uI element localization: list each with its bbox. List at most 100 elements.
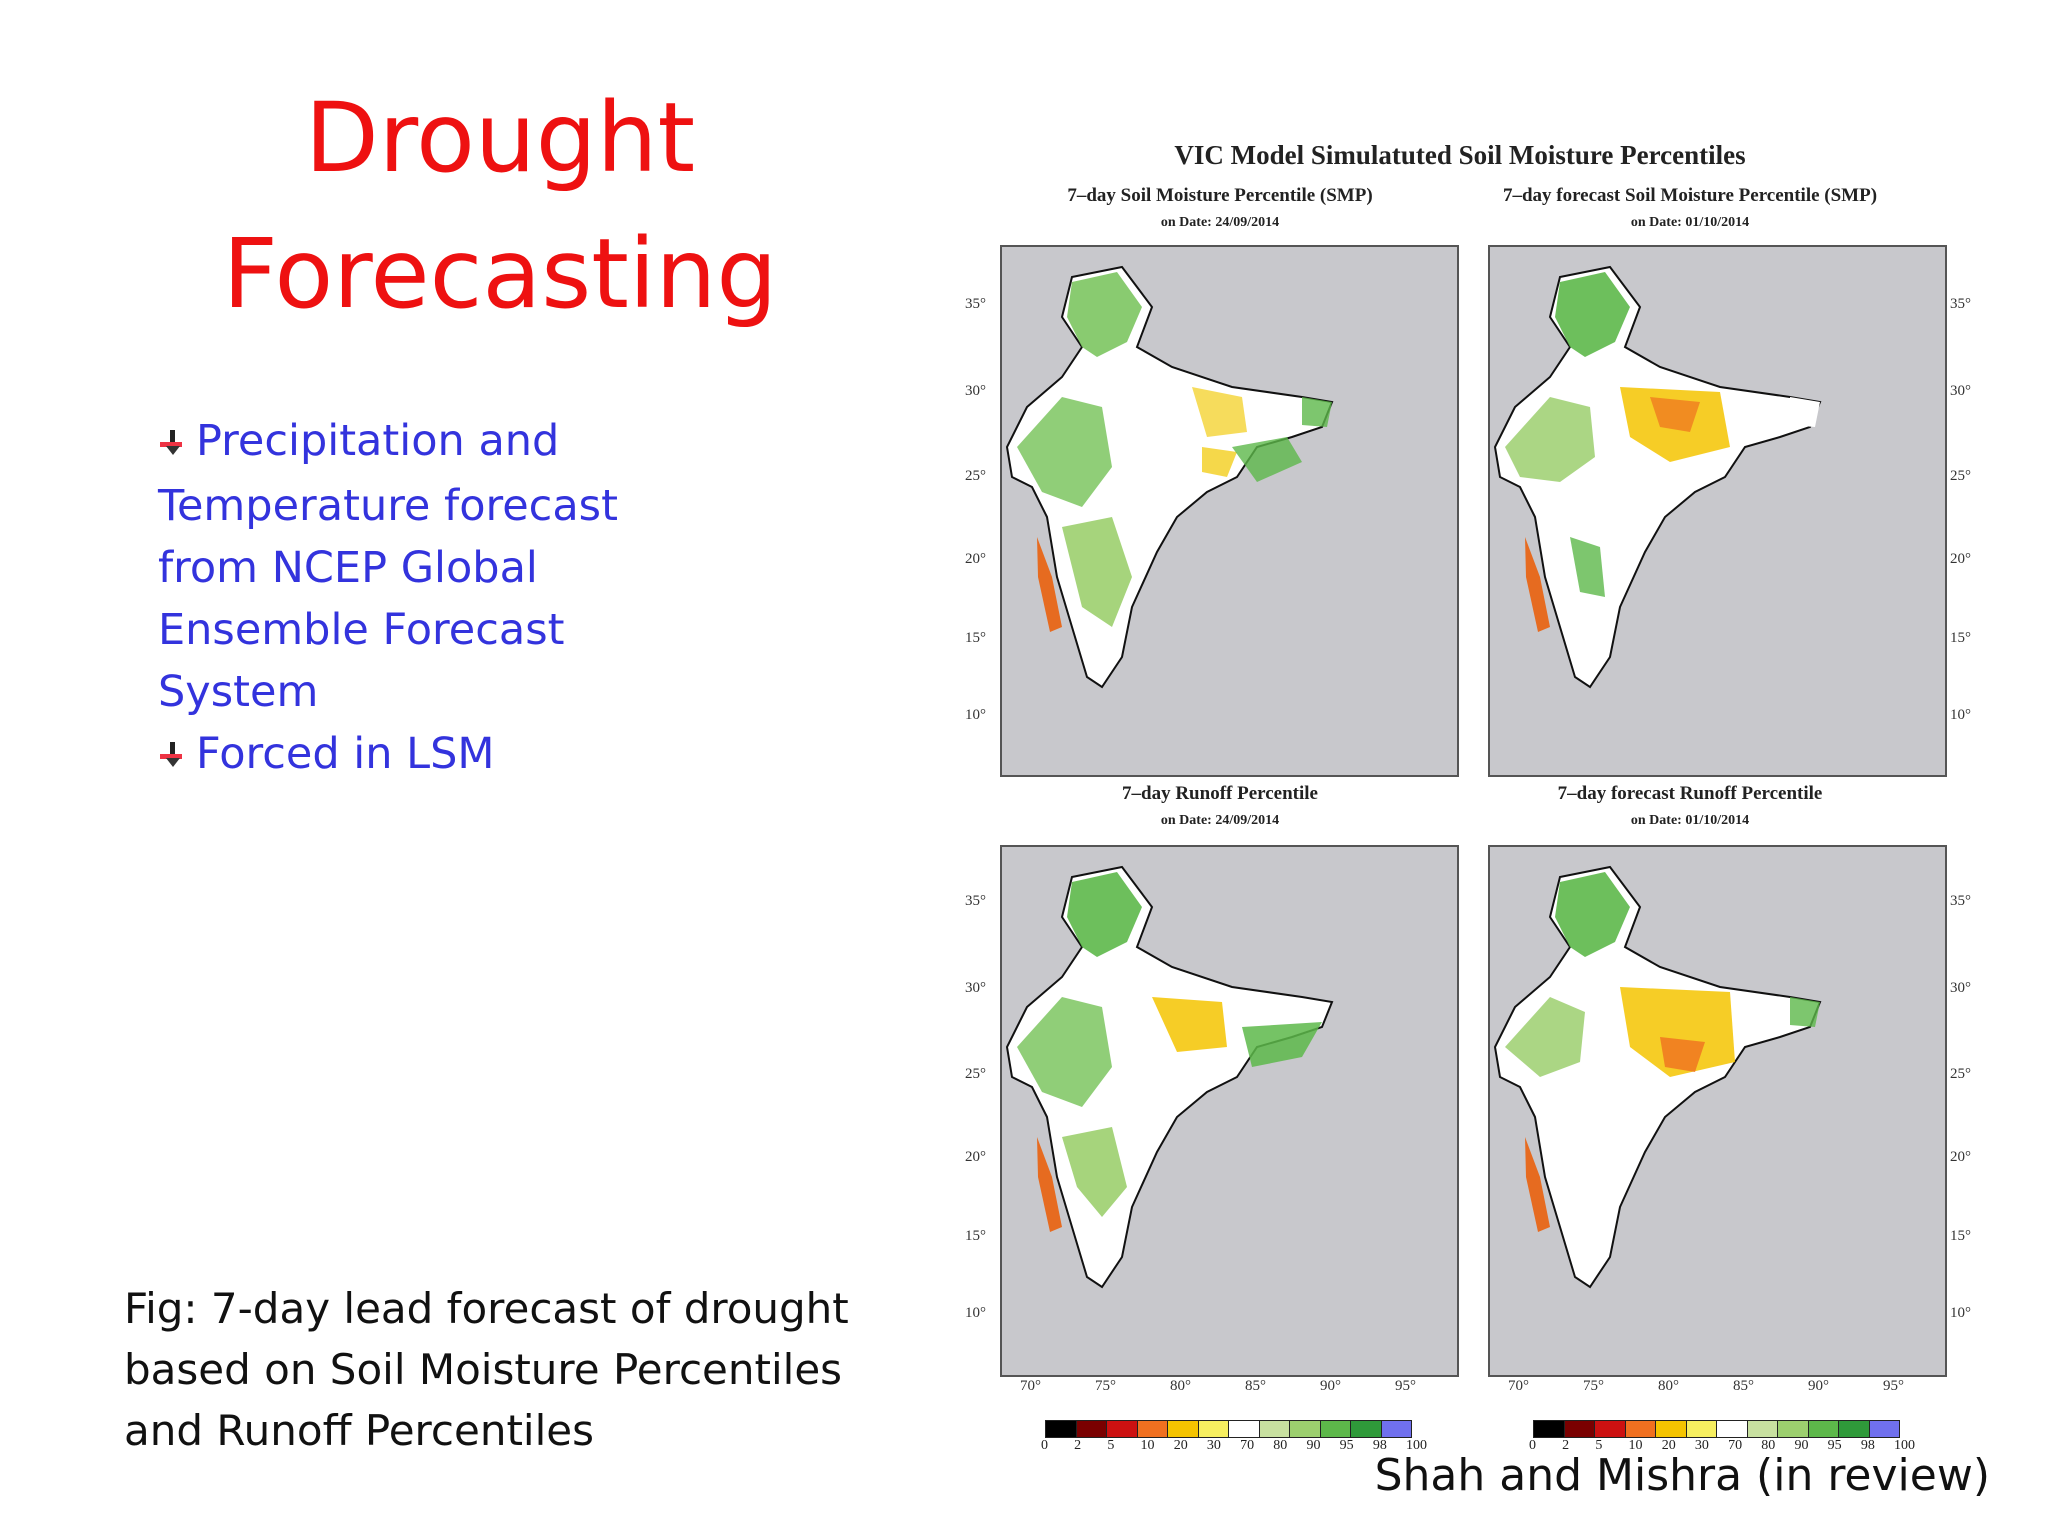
lon-tick: 95° (1883, 1378, 1904, 1394)
bullet-1-line-4: Ensemble Forecast (158, 604, 565, 655)
colorbar-swatch (1656, 1421, 1687, 1437)
colorbar-swatch (1686, 1421, 1717, 1437)
colorbar-label: 98 (1860, 1438, 1875, 1453)
lon-tick: 75° (1095, 1378, 1116, 1394)
lat-tick: 30° (1950, 980, 1971, 996)
panel-2-title: 7–day forecast Soil Moisture Percentile … (1502, 185, 1878, 206)
colorbar-swatch (1808, 1421, 1839, 1437)
colorbar-swatch (1137, 1421, 1168, 1437)
lon-tick: 85° (1245, 1378, 1266, 1394)
source-credit: Shah and Mishra (in review) (1374, 1450, 1990, 1501)
colorbar-swatch (1564, 1421, 1595, 1437)
caption-line-3: and Runoff Percentiles (124, 1406, 594, 1455)
lat-tick: 10° (965, 707, 986, 723)
colorbar-label: 70 (1240, 1438, 1255, 1453)
lat-tick: 35° (965, 296, 986, 312)
colorbar-swatch (1717, 1421, 1748, 1437)
title-line-1: Drought (304, 82, 696, 194)
lon-tick: 75° (1583, 1378, 1604, 1394)
colorbar-swatch (1839, 1421, 1870, 1437)
lon-tick: 90° (1808, 1378, 1829, 1394)
lat-tick: 25° (1950, 468, 1971, 484)
lat-tick: 15° (965, 1228, 986, 1244)
colorbar-swatch (1351, 1421, 1382, 1437)
caption-line-1: Fig: 7-day lead forecast of drought (124, 1284, 849, 1333)
colorbar-swatch (1869, 1421, 1899, 1437)
lat-tick: 20° (965, 1149, 986, 1165)
colorbar-label: 20 (1661, 1438, 1676, 1453)
colorbar-label: 30 (1206, 1438, 1221, 1453)
lat-tick: 20° (1950, 551, 1971, 567)
colorbar-swatch (1107, 1421, 1138, 1437)
colorbar-label: 10 (1140, 1438, 1155, 1453)
map-panel-runoff-forecast (1488, 845, 1947, 1377)
colorbar-label: 100 (1406, 1438, 1427, 1453)
lat-tick: 35° (1950, 893, 1971, 909)
lon-tick: 80° (1658, 1378, 1679, 1394)
lat-tick: 15° (1950, 630, 1971, 646)
colorbar-label: 30 (1694, 1438, 1709, 1453)
figure-caption: Fig: 7-day lead forecast of drought base… (124, 1278, 884, 1461)
colorbar-swatch (1778, 1421, 1809, 1437)
colorbar-swatch (1290, 1421, 1321, 1437)
bullet-1-line-5: System (158, 666, 319, 717)
colorbar-swatch (1198, 1421, 1229, 1437)
map-panel-soil-moisture-observed (1000, 245, 1459, 777)
lat-tick: 20° (1950, 1149, 1971, 1165)
colorbar-label: 98 (1372, 1438, 1387, 1453)
panel-4-date: on Date: 01/10/2014 (1630, 813, 1750, 828)
title-line-2: Forecasting (222, 218, 778, 330)
colorbar-left (1045, 1420, 1412, 1438)
colorbar-right (1533, 1420, 1900, 1438)
lat-tick: 15° (965, 630, 986, 646)
panel-3-title: 7–day Runoff Percentile (1122, 783, 1318, 804)
colorbar-swatch (1595, 1421, 1626, 1437)
colorbar-swatch (1381, 1421, 1411, 1437)
lat-tick: 35° (1950, 296, 1971, 312)
map-panel-soil-moisture-forecast (1488, 245, 1947, 777)
colorbar-swatch (1076, 1421, 1107, 1437)
colorbar-swatch (1747, 1421, 1778, 1437)
panel-1-date: on Date: 24/09/2014 (1160, 215, 1280, 230)
colorbar-label: 0 (1041, 1438, 1048, 1453)
lat-tick: 30° (1950, 383, 1971, 399)
colorbar-label: 80 (1273, 1438, 1288, 1453)
lat-tick: 10° (1950, 707, 1971, 723)
lon-tick: 95° (1395, 1378, 1416, 1394)
bullet-1-line-3: from NCEP Global (158, 542, 538, 593)
panel-2-date: on Date: 01/10/2014 (1630, 215, 1750, 230)
colorbar-swatch (1259, 1421, 1290, 1437)
lon-tick: 70° (1020, 1378, 1041, 1394)
colorbar-label: 2 (1074, 1438, 1082, 1453)
colorbar-swatch (1229, 1421, 1260, 1437)
colorbar-swatch (1625, 1421, 1656, 1437)
lat-tick: 25° (965, 1066, 986, 1082)
lat-tick: 10° (1950, 1305, 1971, 1321)
colorbar-label: 2 (1562, 1438, 1570, 1453)
arrow-bullet-icon (158, 725, 188, 787)
colorbar-label: 80 (1761, 1438, 1776, 1453)
lon-tick: 70° (1508, 1378, 1529, 1394)
colorbar-label: 5 (1107, 1438, 1115, 1453)
panel-3-date: on Date: 24/09/2014 (1160, 813, 1280, 828)
bullet-item-2: Forced in LSM (158, 723, 658, 788)
bullet-1-line-1: Precipitation and (196, 416, 560, 466)
lat-tick: 20° (965, 551, 986, 567)
lat-tick: 10° (965, 1305, 986, 1321)
colorbar-label: 95 (1339, 1438, 1354, 1453)
figure-title: VIC Model Simulatuted Soil Moisture Perc… (1174, 140, 1746, 170)
bullet-list: Precipitation and Temperature forecast f… (158, 410, 658, 787)
panel-1-title: 7–day Soil Moisture Percentile (SMP) (1067, 185, 1373, 206)
colorbar-label: 95 (1827, 1438, 1842, 1453)
colorbar-label: 0 (1529, 1438, 1536, 1453)
colorbar-label: 5 (1595, 1438, 1603, 1453)
map-panel-runoff-observed (1000, 845, 1459, 1377)
colorbar-swatch (1534, 1421, 1565, 1437)
colorbar-label: 70 (1728, 1438, 1743, 1453)
colorbar-label: 10 (1628, 1438, 1643, 1453)
lat-tick: 30° (965, 383, 986, 399)
colorbar-label: 20 (1173, 1438, 1188, 1453)
panel-4-title: 7–day forecast Runoff Percentile (1557, 783, 1823, 804)
bullet-1-line-2: Temperature forecast (158, 480, 618, 531)
lat-tick: 15° (1950, 1228, 1971, 1244)
